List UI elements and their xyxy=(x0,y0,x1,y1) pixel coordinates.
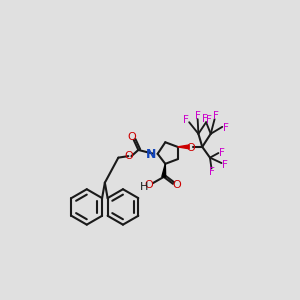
Polygon shape xyxy=(178,145,189,149)
Text: F: F xyxy=(213,111,219,121)
Text: O: O xyxy=(172,180,181,190)
Text: O: O xyxy=(145,180,154,190)
Text: F: F xyxy=(223,123,229,133)
Text: F: F xyxy=(206,115,212,125)
Text: O: O xyxy=(124,151,133,161)
Text: F: F xyxy=(195,111,201,121)
Text: N: N xyxy=(146,148,157,161)
Text: F: F xyxy=(222,160,228,170)
Text: F: F xyxy=(219,148,225,158)
Text: H: H xyxy=(140,182,148,192)
Text: F: F xyxy=(183,115,189,125)
Text: F: F xyxy=(209,167,215,177)
Text: O: O xyxy=(127,132,136,142)
Text: O: O xyxy=(186,143,195,153)
Text: F: F xyxy=(202,114,208,124)
Polygon shape xyxy=(162,164,166,177)
